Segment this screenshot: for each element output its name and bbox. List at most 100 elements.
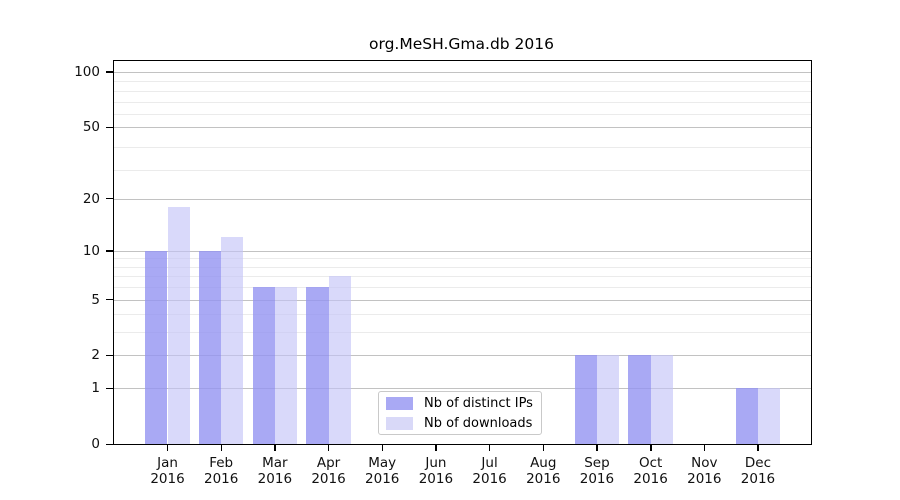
bar-downloads [221, 237, 244, 444]
x-tick-label: Oct 2016 [611, 455, 691, 487]
x-tick-label: Nov 2016 [664, 455, 744, 487]
minor-gridline [114, 90, 811, 92]
x-axis-tick [381, 444, 384, 451]
y-tick-label: 1 [91, 380, 100, 397]
x-axis-tick [542, 444, 545, 451]
legend-swatch-distinct-ips-icon [386, 396, 413, 410]
x-axis-tick [650, 444, 652, 451]
y-tick-label: 100 [74, 63, 100, 80]
y-axis-tick [106, 354, 113, 357]
bar-downloads [650, 355, 673, 444]
minor-gridline [114, 266, 811, 268]
minor-gridline [114, 113, 811, 115]
x-tick-month: Aug [530, 455, 557, 471]
y-tick-label: 0 [91, 436, 100, 452]
y-axis-tick [106, 299, 113, 301]
x-tick-month: Feb [209, 455, 234, 471]
x-axis-tick [435, 444, 437, 451]
major-gridline [114, 71, 811, 73]
bar-distinct-ips [628, 355, 651, 444]
x-tick-year: 2016 [633, 471, 668, 487]
x-tick-label: Mar 2016 [235, 455, 315, 487]
y-tick-label: 10 [82, 242, 100, 259]
x-tick-label: Jul 2016 [450, 455, 530, 487]
x-axis-tick [167, 444, 169, 451]
x-axis-tick [757, 444, 759, 451]
y-axis-tick [106, 198, 113, 200]
major-gridline [114, 355, 811, 357]
bar-distinct-ips [306, 287, 329, 444]
y-axis-tick [106, 443, 113, 445]
x-tick-month: Mar [262, 455, 288, 471]
y-tick-label: 5 [91, 291, 100, 308]
y-tick-label: 20 [82, 190, 100, 207]
bar-downloads [274, 287, 298, 444]
minor-gridline [114, 258, 811, 260]
x-tick-month: May [368, 455, 397, 471]
x-tick-year: 2016 [472, 471, 507, 487]
bar-downloads [596, 355, 620, 444]
major-gridline [114, 127, 811, 129]
x-tick-label: Sep 2016 [557, 455, 637, 487]
x-tick-year: 2016 [311, 471, 346, 487]
minor-gridline [114, 146, 811, 148]
minor-gridline [114, 287, 811, 289]
y-axis-tick [106, 250, 113, 252]
x-tick-label: May 2016 [342, 455, 422, 487]
y-axis-tick [106, 387, 113, 390]
x-tick-year: 2016 [687, 471, 722, 487]
chart-title: org.MeSH.Gma.db 2016 [369, 35, 554, 53]
bar-distinct-ips [145, 250, 168, 444]
x-tick-year: 2016 [203, 471, 239, 487]
legend: Nb of distinct IPs Nb of downloads [378, 391, 542, 435]
x-tick-month: Oct [638, 455, 663, 471]
x-axis-tick [328, 444, 330, 451]
major-gridline [114, 299, 811, 301]
x-tick-year: 2016 [526, 471, 561, 487]
x-axis-tick [489, 444, 491, 451]
y-axis-tick [106, 126, 113, 128]
x-tick-label: Aug 2016 [503, 455, 583, 487]
legend-swatch-downloads-icon [386, 416, 413, 430]
minor-gridline [114, 314, 811, 316]
bar-distinct-ips [198, 250, 222, 444]
bar-distinct-ips [735, 388, 758, 444]
x-tick-year: 2016 [257, 471, 293, 487]
x-tick-month: Jul [481, 455, 498, 471]
x-tick-label: Dec 2016 [718, 455, 798, 487]
major-gridline [114, 250, 811, 252]
minor-gridline [114, 81, 811, 83]
x-tick-month: Nov [691, 455, 718, 471]
plot-area: Nb of distinct IPs Nb of downloads 0 1 2 5 1… [74, 60, 812, 487]
x-axis-tick [703, 444, 706, 451]
x-tick-year: 2016 [579, 471, 615, 487]
x-axis-tick [220, 444, 223, 451]
y-axis-tick [106, 71, 113, 73]
x-tick-year: 2016 [740, 471, 776, 487]
x-axis-tick [596, 444, 598, 451]
x-tick-label: Apr 2016 [289, 455, 369, 487]
minor-gridline [114, 101, 811, 103]
x-tick-month: Dec [744, 455, 772, 471]
y-tick-label: 2 [91, 347, 100, 364]
x-tick-year: 2016 [365, 471, 400, 487]
x-tick-label: Feb 2016 [181, 455, 261, 487]
minor-gridline [114, 169, 811, 171]
major-gridline [114, 388, 811, 390]
minor-gridline [114, 276, 811, 278]
legend-label-distinct-ips: Nb of distinct IPs [424, 395, 533, 411]
bar-downloads [757, 388, 781, 444]
legend-label-downloads: Nb of downloads [424, 415, 533, 431]
bar-downloads [328, 276, 351, 444]
x-tick-month: Jun [425, 455, 447, 471]
x-tick-label: Jan 2016 [128, 455, 208, 487]
bar-distinct-ips [252, 287, 275, 444]
minor-gridline [114, 332, 811, 334]
major-gridline [114, 198, 811, 200]
legend-item-distinct-ips: Nb of distinct IPs [386, 393, 541, 413]
x-tick-label: Jun 2016 [396, 455, 476, 487]
x-tick-month: Jan [157, 455, 178, 471]
x-axis-tick [274, 444, 276, 451]
bar-distinct-ips [574, 355, 597, 444]
